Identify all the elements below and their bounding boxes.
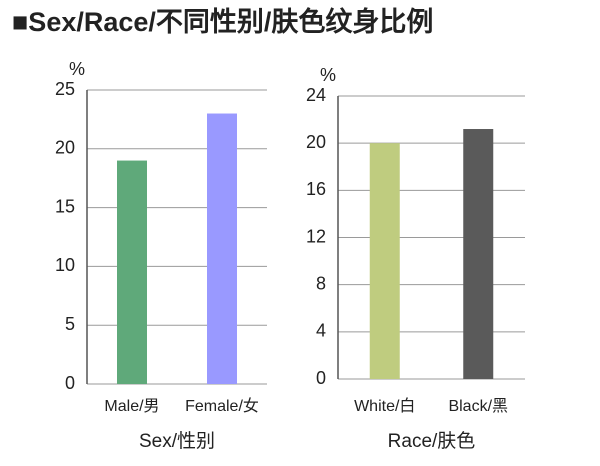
y-tick-label: 24 <box>306 85 326 105</box>
x-axis-title: Sex/性别 <box>139 430 215 452</box>
y-tick-label: 20 <box>55 138 75 158</box>
y-tick-label: 4 <box>316 321 326 341</box>
x-tick-label: Male/男 <box>104 398 159 415</box>
y-tick-label: 15 <box>55 196 75 216</box>
y-tick-label: 10 <box>55 255 75 275</box>
y-tick-label: 16 <box>306 179 326 199</box>
y-tick-label: 12 <box>306 226 326 246</box>
y-unit: % <box>320 65 336 85</box>
y-tick-label: 8 <box>316 273 326 293</box>
x-tick-label: Female/女 <box>185 396 259 415</box>
bar <box>463 129 494 379</box>
y-tick-label: 25 <box>55 79 75 99</box>
x-axis-title: Race/肤色 <box>388 430 476 452</box>
y-unit: % <box>69 59 85 79</box>
y-tick-label: 20 <box>306 132 326 152</box>
x-tick-label: White/白 <box>354 397 415 415</box>
page-title: ■Sex/Race/不同性别/肤色纹身比例 <box>12 6 433 37</box>
y-tick-label: 0 <box>65 373 75 393</box>
bar <box>117 160 147 384</box>
bar <box>207 113 237 385</box>
y-tick-label: 0 <box>316 368 326 388</box>
x-tick-label: Black/黑 <box>448 398 508 415</box>
y-tick-label: 5 <box>65 314 75 334</box>
bar <box>369 143 400 379</box>
